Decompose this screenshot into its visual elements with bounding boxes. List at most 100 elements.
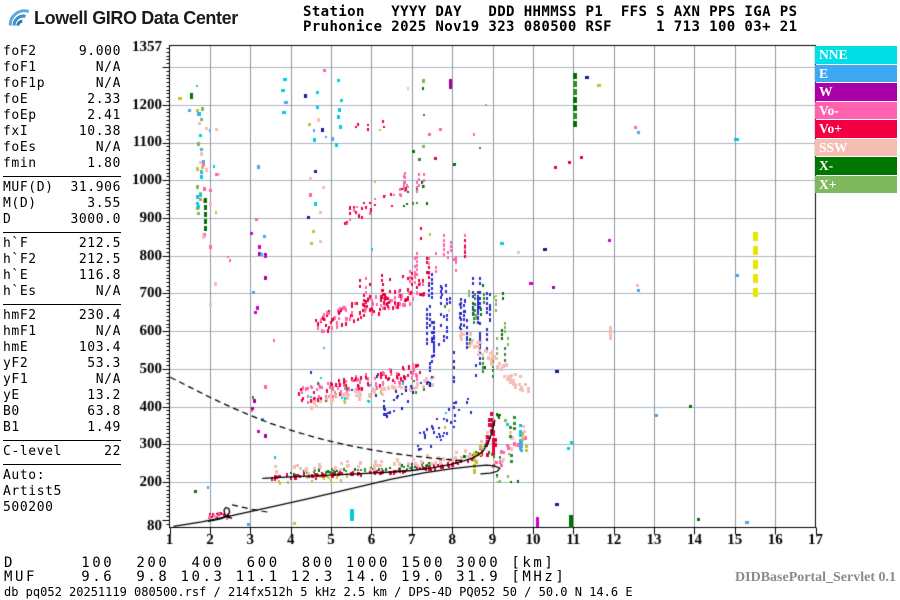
giro-logo-icon xyxy=(8,9,30,26)
param-label: foF2 xyxy=(3,44,37,59)
param-row-h-f: h`F 212.5 xyxy=(3,236,121,252)
param-label: foEp xyxy=(3,108,37,123)
logo-text: Lowell GIRO Data Center xyxy=(34,7,238,28)
param-row-m-d: M(D) 3.55 xyxy=(3,196,121,212)
param-label: fmin xyxy=(3,156,37,171)
param-label: fxI xyxy=(3,124,29,139)
param-label: M(D) xyxy=(3,196,37,211)
param-row-h-e: h`E 116.8 xyxy=(3,268,121,284)
param-row-d: D 3000.0 xyxy=(3,212,121,228)
panel-divider xyxy=(3,304,121,305)
param-row-h-f2: h`F2 212.5 xyxy=(3,252,121,268)
param-row-ye: yE 13.2 xyxy=(3,388,121,404)
param-row-c-level: C-level 22 xyxy=(3,444,121,460)
param-label: h`F2 xyxy=(3,252,37,267)
param-label: hmF1 xyxy=(3,324,37,339)
param-row-h-es: h`Es N/A xyxy=(3,284,121,300)
auto-row-auto: Auto: xyxy=(3,468,46,483)
panel-divider xyxy=(3,176,121,177)
legend-item-nne[interactable]: NNE xyxy=(815,46,897,64)
param-value: 116.8 xyxy=(78,268,121,283)
param-row-fof2: foF2 9.000 xyxy=(3,44,121,60)
legend-item-vo[interactable]: Vo- xyxy=(815,101,897,119)
param-value: 22 xyxy=(104,444,121,459)
param-label: foF1p xyxy=(3,76,46,91)
param-value: 53.3 xyxy=(87,356,121,371)
status-line: db pq052 20251119 080500.rsf / 214fx512h… xyxy=(4,585,633,599)
param-value: 3000.0 xyxy=(70,212,121,227)
param-value: 230.4 xyxy=(78,308,121,323)
param-label: MUF(D) xyxy=(3,180,54,195)
param-label: B1 xyxy=(3,420,20,435)
param-value: 31.906 xyxy=(70,180,121,195)
param-row-b1: B1 1.49 xyxy=(3,420,121,436)
param-value: 9.000 xyxy=(78,44,121,59)
servlet-version: DIDBasePortal_Servlet 0.1 xyxy=(735,570,896,585)
param-value: 13.2 xyxy=(87,388,121,403)
legend-item-x[interactable]: X+ xyxy=(815,175,897,193)
param-label: yF1 xyxy=(3,372,29,387)
param-row-foes: foEs N/A xyxy=(3,140,121,156)
param-value: N/A xyxy=(95,324,121,339)
param-value: 2.41 xyxy=(87,108,121,123)
param-value: 103.4 xyxy=(78,340,121,355)
param-value: N/A xyxy=(95,76,121,91)
param-row-hme: hmE 103.4 xyxy=(3,340,121,356)
param-row-yf1: yF1 N/A xyxy=(3,372,121,388)
station-header: Station YYYY DAY DDD HHMMSS P1 FFS S AXN… xyxy=(303,5,797,35)
param-label: yF2 xyxy=(3,356,29,371)
param-row-fof1: foF1 N/A xyxy=(3,60,121,76)
param-value: N/A xyxy=(95,140,121,155)
param-row-hmf2: hmF2 230.4 xyxy=(3,308,121,324)
param-value: N/A xyxy=(95,372,121,387)
param-row-foe: foE 2.33 xyxy=(3,92,121,108)
param-label: foEs xyxy=(3,140,37,155)
param-value: N/A xyxy=(95,60,121,75)
param-row-yf2: yF2 53.3 xyxy=(3,356,121,372)
station-header-columns: Station YYYY DAY DDD HHMMSS P1 FFS S AXN… xyxy=(303,4,798,20)
legend: NNE E W Vo- Vo+ SSW X- X+ xyxy=(815,46,897,194)
param-label: yE xyxy=(3,388,20,403)
parameter-panel: foF2 9.000 foF1 N/A foF1p N/A foE 2.33 foEp 2.41 f… xyxy=(3,44,121,516)
param-value: N/A xyxy=(95,284,121,299)
param-label: hmF2 xyxy=(3,308,37,323)
panel-divider xyxy=(3,440,121,441)
legend-item-ssw[interactable]: SSW xyxy=(815,138,897,156)
param-row-hmf1: hmF1 N/A xyxy=(3,324,121,340)
param-row-foep: foEp 2.41 xyxy=(3,108,121,124)
panel-divider xyxy=(3,232,121,233)
param-value: 1.49 xyxy=(87,420,121,435)
param-label: B0 xyxy=(3,404,20,419)
param-label: foE xyxy=(3,92,29,107)
param-value: 10.38 xyxy=(78,124,121,139)
param-label: h`E xyxy=(3,268,29,283)
param-label: h`F xyxy=(3,236,29,251)
legend-item-e[interactable]: E xyxy=(815,64,897,82)
param-value: 1.80 xyxy=(87,156,121,171)
auto-row-artist5: Artist5 xyxy=(3,484,62,499)
legend-item-vo[interactable]: Vo+ xyxy=(815,120,897,138)
panel-divider xyxy=(3,464,121,465)
param-label: hmE xyxy=(3,340,29,355)
param-value: 2.33 xyxy=(87,92,121,107)
param-value: 212.5 xyxy=(78,252,121,267)
param-label: C-level xyxy=(3,444,62,459)
param-value: 212.5 xyxy=(78,236,121,251)
param-value: 63.8 xyxy=(87,404,121,419)
param-label: D xyxy=(3,212,12,227)
param-row-muf-d: MUF(D) 31.906 xyxy=(3,180,121,196)
legend-item-x[interactable]: X- xyxy=(815,157,897,175)
param-row-fmin: fmin 1.80 xyxy=(3,156,121,172)
param-label: foF1 xyxy=(3,60,37,75)
param-row-fxi: fxI 10.38 xyxy=(3,124,121,140)
giro-logo: Lowell GIRO Data Center xyxy=(6,5,238,31)
auto-row-500200: 500200 xyxy=(3,500,54,515)
param-row-fof1p: foF1p N/A xyxy=(3,76,121,92)
station-header-values: Pruhonice 2025 Nov19 323 080500 RSF 1 71… xyxy=(303,19,798,35)
distance-row: D 100 200 400 600 800 1000 1500 3000 [km… xyxy=(4,555,556,571)
legend-item-w[interactable]: W xyxy=(815,83,897,101)
muf-row: MUF 9.6 9.8 10.3 11.1 12.3 14.0 19.0 31.… xyxy=(4,569,567,585)
param-row-b0: B0 63.8 xyxy=(3,404,121,420)
